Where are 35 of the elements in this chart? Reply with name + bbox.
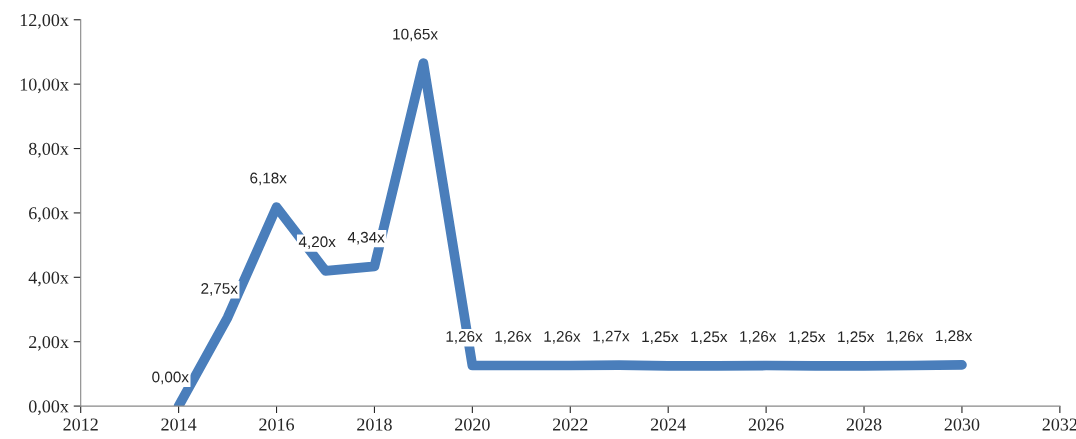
y-tick-label: 0,00x: [28, 400, 69, 416]
data-label: 1,28x: [936, 330, 973, 343]
y-tick-label: 4,00x: [28, 271, 69, 287]
y-tick-label: 6,00x: [29, 207, 69, 222]
x-tick-label: 2020: [455, 418, 490, 431]
data-label: 1,27x: [593, 330, 630, 344]
x-tick-label: 2022: [553, 418, 588, 431]
data-label: 1,26x: [887, 331, 924, 344]
data-label: 4,34x: [347, 231, 385, 245]
data-label: 1,25x: [789, 331, 826, 344]
x-tick-label: 2032: [1042, 418, 1076, 431]
data-label: 2,75x: [201, 283, 238, 296]
data-label: 4,20x: [298, 236, 336, 249]
x-tick-label: 2016: [259, 418, 295, 431]
x-tick-label: 2018: [357, 418, 392, 431]
y-tick-label: 10,00x: [20, 78, 69, 94]
y-tick-label: 8,00x: [28, 142, 69, 158]
y-tick-label: 2,00x: [29, 335, 69, 351]
x-tick-label: 2014: [161, 418, 197, 431]
x-tick-label: 2028: [846, 418, 882, 431]
x-tick-label: 2026: [748, 418, 784, 431]
data-label: 1,25x: [691, 331, 728, 344]
data-label: 6,18x: [250, 172, 287, 186]
data-label: 0,00x: [152, 371, 189, 385]
x-tick-label: 2030: [944, 418, 980, 431]
data-label: 1,26x: [495, 331, 532, 344]
x-tick-label: 2024: [650, 418, 686, 431]
data-label: 1,26x: [740, 331, 777, 344]
data-label: 1,25x: [838, 331, 875, 344]
data-label: 1,25x: [642, 331, 679, 344]
data-label: 1,26x: [446, 331, 483, 344]
x-tick-label: 2012: [63, 418, 98, 431]
data-label: 10,65x: [393, 28, 438, 42]
data-label: 1,26x: [544, 331, 581, 344]
y-tick-label: 12,00x: [20, 14, 69, 29]
